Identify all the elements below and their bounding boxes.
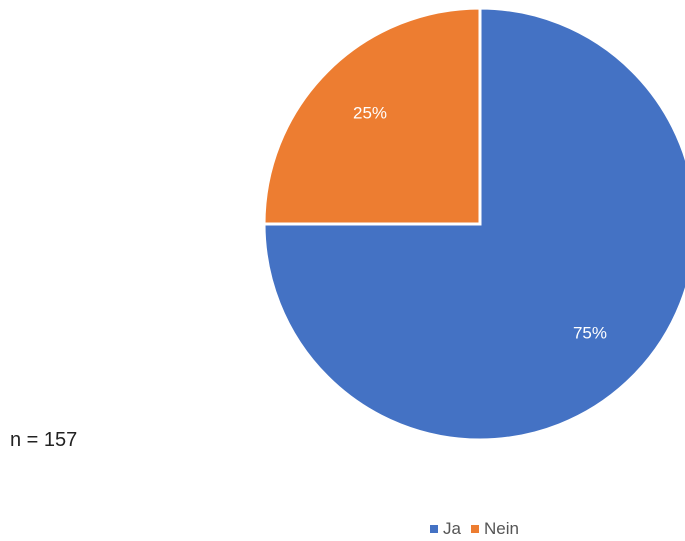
chart-legend: Ja Nein	[430, 519, 519, 539]
legend-item-nein: Nein	[470, 519, 519, 539]
sample-size-note: n = 157	[10, 429, 78, 451]
data-label-nein: 25%	[353, 104, 387, 123]
legend-label-ja: Ja	[443, 519, 461, 538]
pie-slice-nein	[262, 6, 482, 226]
legend-label-nein: Nein	[483, 519, 519, 538]
data-label-ja: 75%	[573, 323, 607, 342]
legend-item-ja: Ja	[430, 519, 461, 539]
legend-swatch-ja	[430, 525, 438, 533]
legend-swatch-nein	[470, 525, 479, 533]
